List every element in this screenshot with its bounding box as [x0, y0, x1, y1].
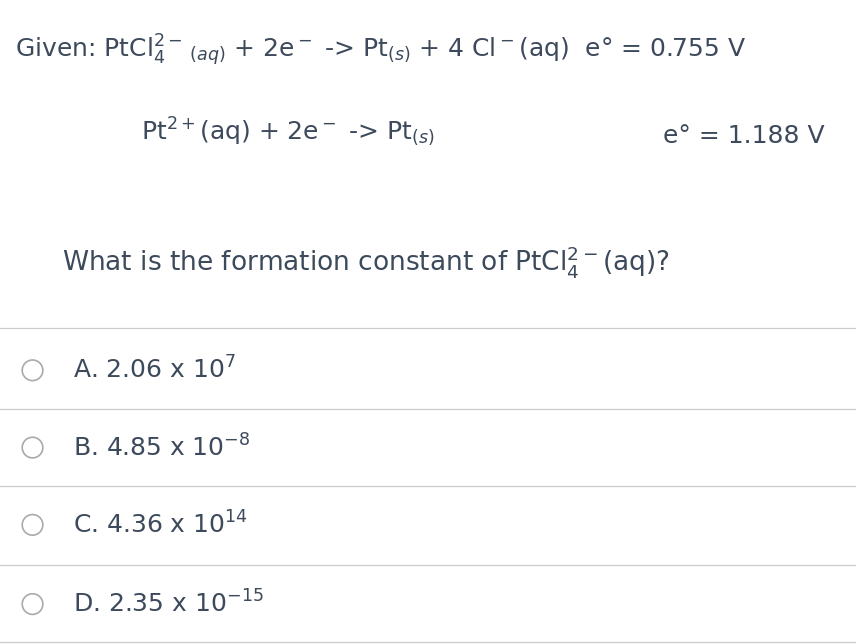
Text: D. 2.35 x 10$^{-15}$: D. 2.35 x 10$^{-15}$	[73, 591, 264, 618]
Text: Given: PtCl$_4^{2-}$$_{\,(aq)}$ + 2e$^-$ -> Pt$_{(s)}$ + 4 Cl$^-$(aq)  e° = 0.75: Given: PtCl$_4^{2-}$$_{\,(aq)}$ + 2e$^-$…	[15, 32, 746, 68]
Text: A. 2.06 x 10$^{7}$: A. 2.06 x 10$^{7}$	[73, 357, 235, 384]
Text: C. 4.36 x 10$^{14}$: C. 4.36 x 10$^{14}$	[73, 511, 247, 538]
Text: Pt$^{2+}$(aq) + 2e$^-$ -> Pt$_{(s)}$: Pt$^{2+}$(aq) + 2e$^-$ -> Pt$_{(s)}$	[141, 115, 435, 148]
Text: B. 4.85 x 10$^{-8}$: B. 4.85 x 10$^{-8}$	[73, 434, 250, 461]
Text: What is the formation constant of PtCl$_4^{2-}$(aq)?: What is the formation constant of PtCl$_…	[62, 244, 669, 280]
Text: e° = 1.188 V: e° = 1.188 V	[663, 124, 825, 148]
